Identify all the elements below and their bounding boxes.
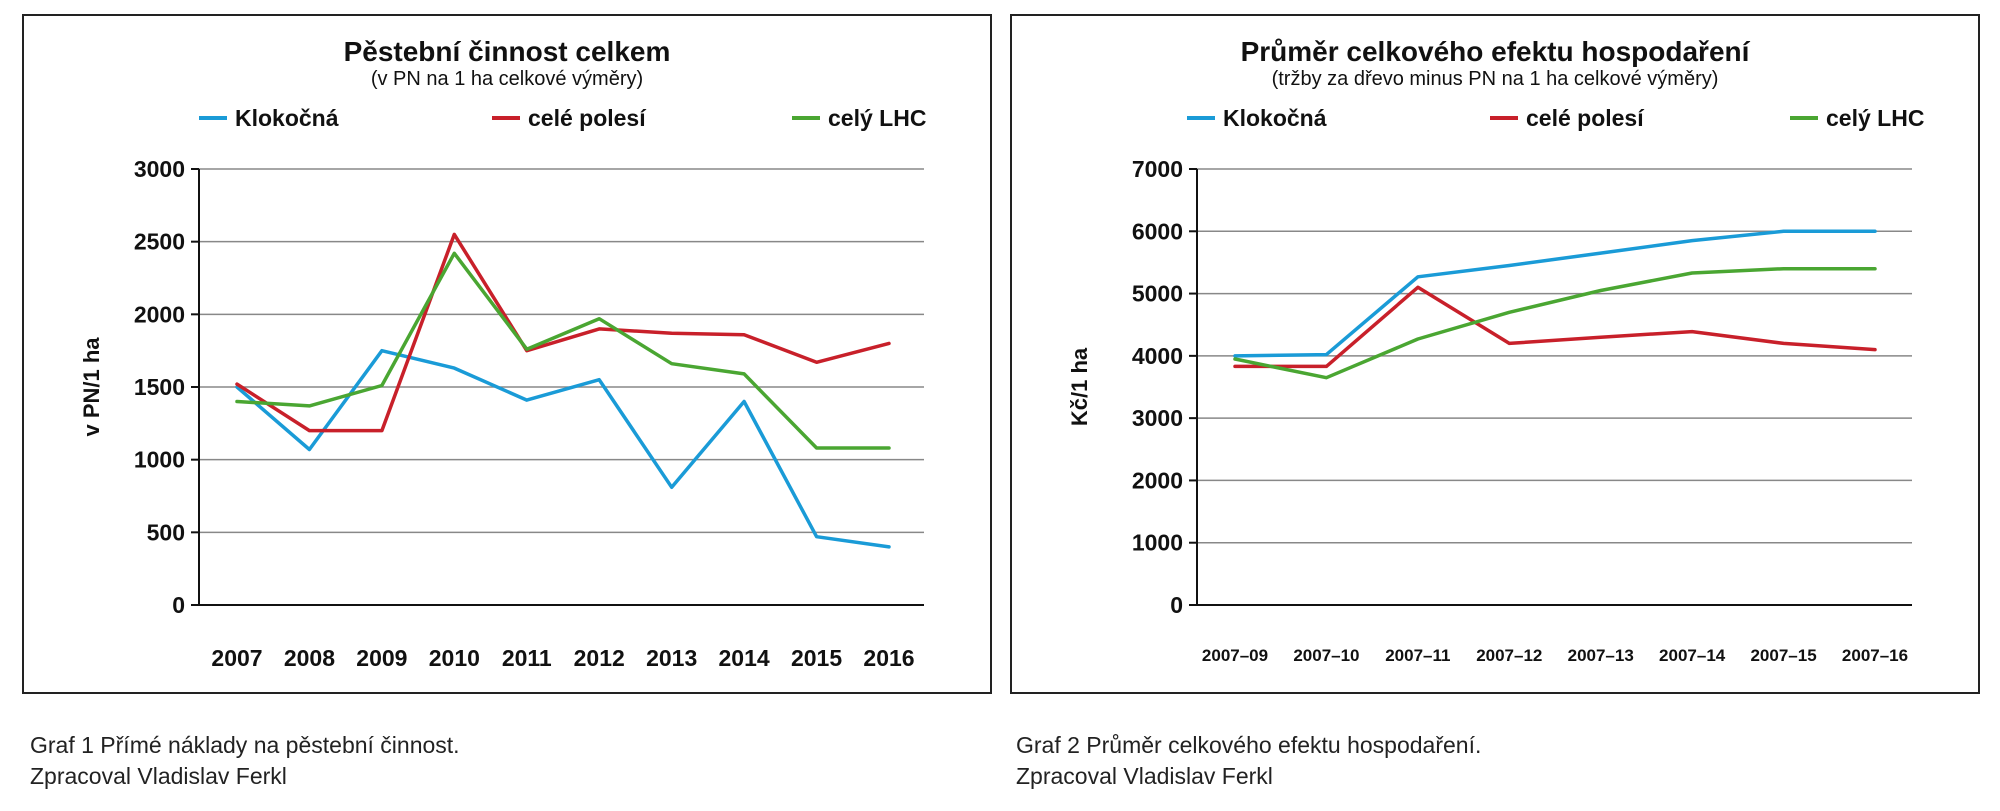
- caption-graph-1-line-1: Graf 1 Přímé náklady na pěstební činnost…: [30, 732, 460, 758]
- y-tick-label: 7000: [1132, 156, 1183, 182]
- y-tick-label: 3000: [134, 156, 185, 182]
- y-tick-label: 5000: [1132, 281, 1183, 307]
- chart-panel-2: Průměr celkového efektu hospodaření (tržb…: [1010, 14, 1980, 694]
- legend-label-2: celé polesí: [528, 105, 647, 131]
- x-tick-label: 2007–13: [1568, 646, 1634, 665]
- y-tick-label: 0: [1170, 592, 1183, 618]
- y-tick-label: 0: [172, 592, 185, 618]
- x-tick-label: 2013: [646, 645, 697, 671]
- y-tick-label: 6000: [1132, 218, 1183, 244]
- chart-panel-1: Pěstební činnost celkem (v PN na 1 ha cel…: [22, 14, 992, 694]
- x-tick-label: 2007–12: [1476, 646, 1542, 665]
- x-tick-label: 2007: [211, 645, 262, 671]
- x-tick-label: 2007–14: [1659, 646, 1726, 665]
- y-tick-label: 2000: [134, 301, 185, 327]
- y-tick-label: 4000: [1132, 343, 1183, 369]
- caption-graph-1: Graf 1 Přímé náklady na pěstební činnost…: [30, 730, 460, 792]
- series-line-1: [1233, 229, 1877, 358]
- y-tick-label: 3000: [1132, 405, 1183, 431]
- legend-label-1: Klokočná: [235, 105, 339, 131]
- chart-subtitle: (tržby za dřevo minus PN na 1 ha celkové…: [1272, 68, 1719, 90]
- y-tick-label: 1000: [134, 447, 185, 473]
- x-tick-label: 2014: [719, 645, 770, 671]
- x-tick-label: 2007–09: [1202, 646, 1268, 665]
- series-line-2: [235, 232, 891, 433]
- legend-label-2: celé polesí: [1526, 105, 1645, 131]
- caption-graph-1-line-2: Zpracoval Vladislav Ferkl: [30, 763, 287, 789]
- caption-graph-2-line-1: Graf 2 Průměr celkového efektu hospodaře…: [1016, 732, 1482, 758]
- x-tick-label: 2007–16: [1842, 646, 1908, 665]
- y-tick-label: 2000: [1132, 467, 1183, 493]
- series-line-1: [235, 348, 891, 549]
- y-tick-label: 1000: [1132, 530, 1183, 556]
- y-axis-label: Kč/1 ha: [1067, 347, 1092, 426]
- x-tick-label: 2012: [574, 645, 625, 671]
- x-tick-label: 2009: [356, 645, 407, 671]
- x-tick-label: 2015: [791, 645, 842, 671]
- legend-label-1: Klokočná: [1223, 105, 1327, 131]
- caption-graph-2-line-2: Zpracoval Vladislav Ferkl: [1016, 763, 1273, 789]
- y-tick-label: 500: [147, 519, 185, 545]
- x-tick-label: 2007–15: [1750, 646, 1816, 665]
- series-line-3: [1233, 266, 1877, 380]
- y-tick-label: 2500: [134, 229, 185, 255]
- caption-graph-2: Graf 2 Průměr celkového efektu hospodaře…: [1016, 730, 1481, 792]
- chart-title: Průměr celkového efektu hospodaření: [1241, 36, 1751, 67]
- chart-title: Pěstební činnost celkem: [344, 36, 671, 67]
- x-tick-label: 2007–11: [1385, 646, 1450, 665]
- chart-subtitle: (v PN na 1 ha celkové výměry): [371, 68, 643, 90]
- legend-label-3: celý LHC: [828, 105, 926, 131]
- chart-1-svg: Pěstební činnost celkem(v PN na 1 ha cel…: [79, 36, 926, 671]
- x-tick-label: 2011: [502, 645, 552, 671]
- x-tick-label: 2016: [863, 645, 914, 671]
- y-tick-label: 1500: [134, 374, 185, 400]
- series-line-3: [235, 251, 891, 450]
- x-tick-label: 2010: [429, 645, 480, 671]
- x-tick-label: 2008: [284, 645, 335, 671]
- chart-2-svg: Průměr celkového efektu hospodaření(tržb…: [1067, 36, 1924, 665]
- x-tick-label: 2007–10: [1293, 646, 1359, 665]
- series-line-2: [1233, 285, 1877, 369]
- y-axis-label: v PN/1 ha: [79, 337, 104, 437]
- legend-label-3: celý LHC: [1826, 105, 1924, 131]
